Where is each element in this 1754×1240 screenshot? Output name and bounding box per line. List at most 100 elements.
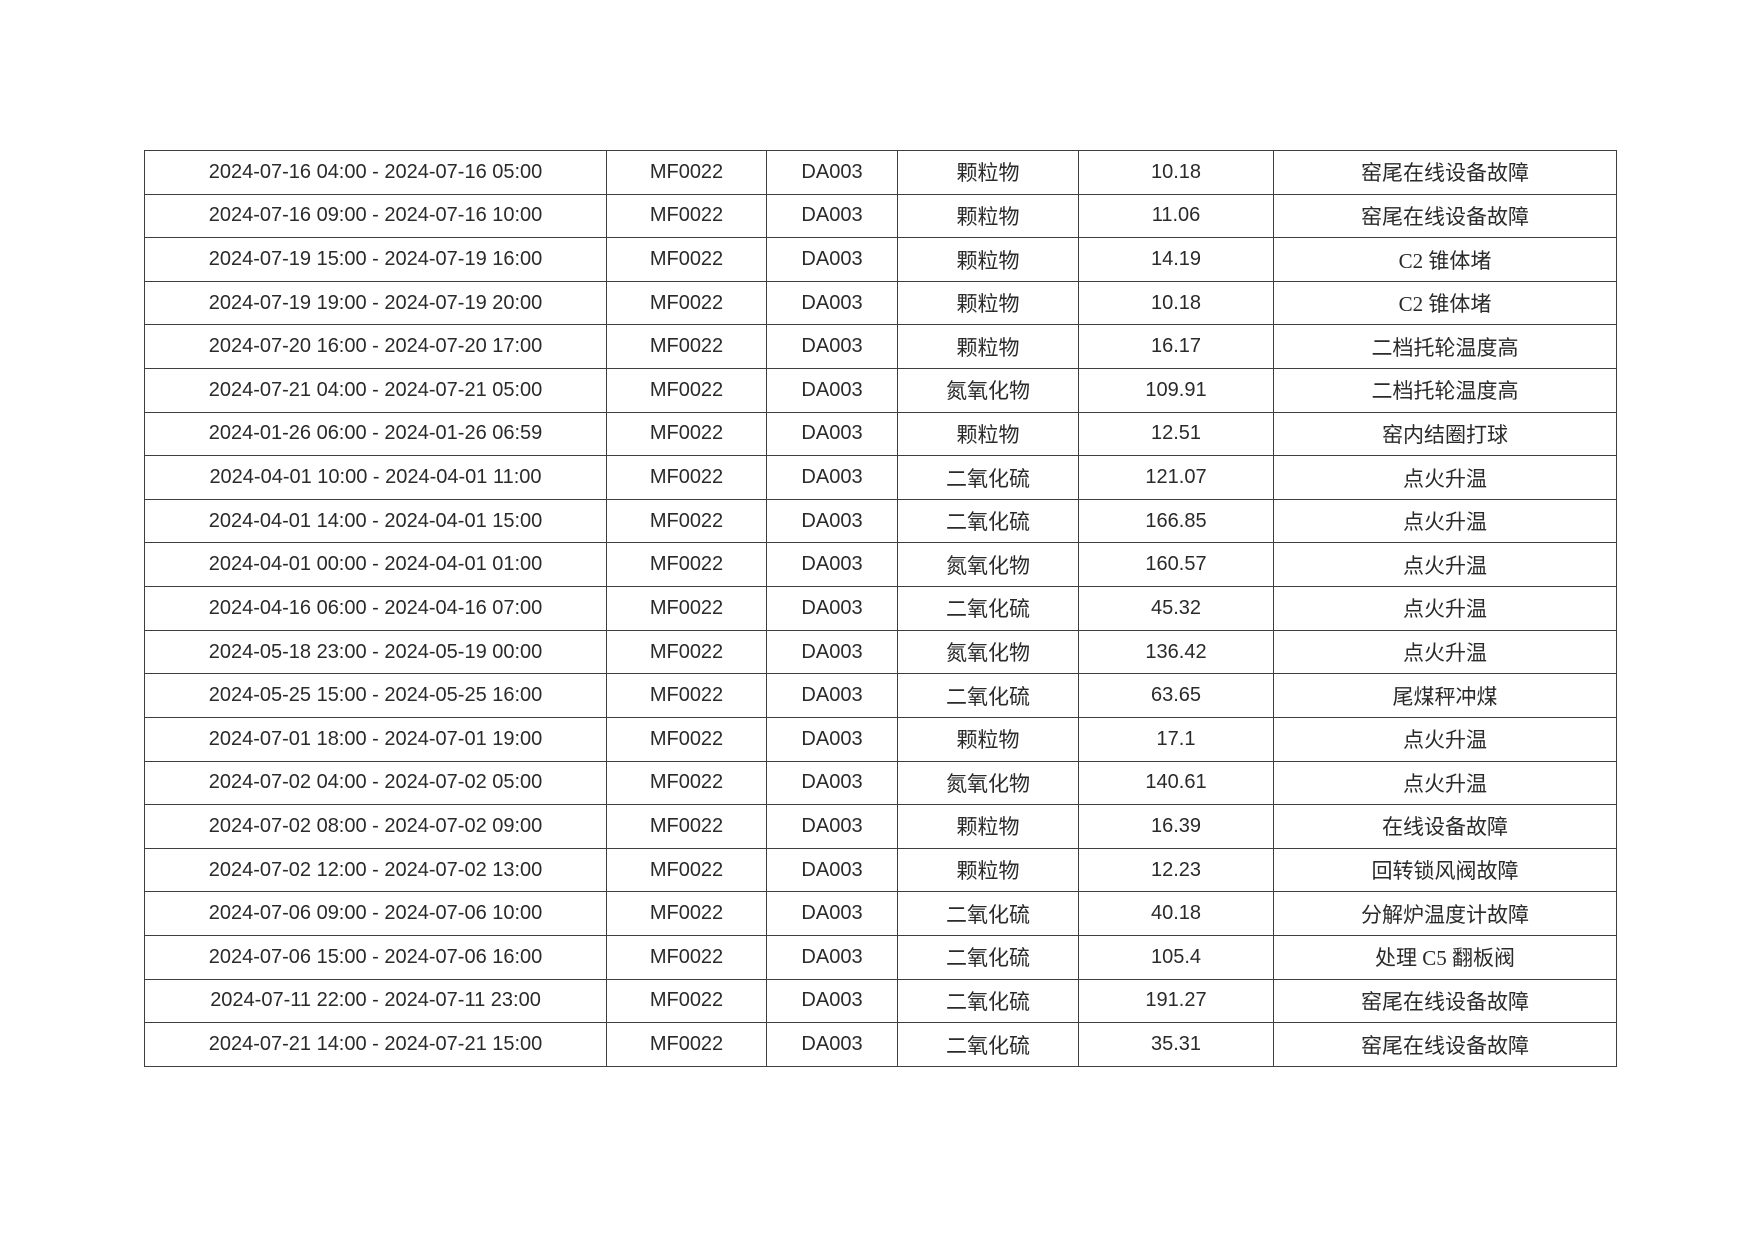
cell-reason: 窑尾在线设备故障 [1273,978,1617,1024]
cell-value: 16.39 [1078,804,1274,849]
cell-reason: 回转锁风阀故障 [1273,847,1617,893]
cell-reason: 尾煤秤冲煤 [1273,673,1617,718]
cell-time-range: 2024-07-06 09:00 - 2024-07-06 10:00 [144,891,607,936]
cell-facility-code: MF0022 [606,193,767,239]
cell-pollutant: 二氧化硫 [897,891,1079,936]
cell-value: 140.61 [1078,760,1274,806]
cell-value: 63.65 [1078,673,1274,718]
cell-outlet-code: DA003 [766,934,898,980]
table-row: 2024-07-06 15:00 - 2024-07-06 16:00 MF00… [144,934,1617,980]
cell-reason: 窑尾在线设备故障 [1273,193,1617,239]
cell-value: 12.23 [1078,847,1274,893]
cell-facility-code: MF0022 [606,455,767,500]
cell-outlet-code: DA003 [766,498,898,544]
cell-reason: 点火升温 [1273,586,1617,631]
cell-time-range: 2024-07-02 08:00 - 2024-07-02 09:00 [144,804,607,849]
table-row: 2024-07-19 15:00 - 2024-07-19 16:00 MF00… [144,237,1617,282]
table-row: 2024-07-16 04:00 - 2024-07-16 05:00 MF00… [144,150,1617,195]
cell-reason: C2 锥体堵 [1273,237,1617,282]
cell-reason: 二档托轮温度高 [1273,324,1617,370]
cell-value: 12.51 [1078,411,1274,457]
table-row: 2024-01-26 06:00 - 2024-01-26 06:59 MF00… [144,411,1617,457]
exceedance-records-table: 2024-07-16 04:00 - 2024-07-16 05:00 MF00… [144,150,1617,1067]
table-row: 2024-07-11 22:00 - 2024-07-11 23:00 MF00… [144,978,1617,1024]
cell-pollutant: 颗粒物 [897,411,1079,457]
cell-time-range: 2024-07-02 12:00 - 2024-07-02 13:00 [144,847,607,893]
cell-reason: 窑内结圈打球 [1273,411,1617,457]
cell-facility-code: MF0022 [606,1022,767,1067]
cell-outlet-code: DA003 [766,716,898,762]
cell-value: 14.19 [1078,237,1274,282]
cell-value: 136.42 [1078,629,1274,675]
cell-value: 35.31 [1078,1022,1274,1067]
cell-pollutant: 二氧化硫 [897,934,1079,980]
cell-value: 109.91 [1078,368,1274,413]
cell-pollutant: 颗粒物 [897,804,1079,849]
cell-pollutant: 氮氧化物 [897,760,1079,806]
cell-time-range: 2024-07-06 15:00 - 2024-07-06 16:00 [144,934,607,980]
cell-reason: 在线设备故障 [1273,804,1617,849]
cell-time-range: 2024-04-01 00:00 - 2024-04-01 01:00 [144,542,607,588]
cell-time-range: 2024-07-21 14:00 - 2024-07-21 15:00 [144,1022,607,1067]
cell-value: 45.32 [1078,586,1274,631]
cell-reason: 处理 C5 翻板阀 [1273,934,1617,980]
cell-outlet-code: DA003 [766,760,898,806]
cell-outlet-code: DA003 [766,411,898,457]
cell-pollutant: 颗粒物 [897,280,1079,326]
cell-facility-code: MF0022 [606,280,767,326]
cell-facility-code: MF0022 [606,673,767,718]
cell-facility-code: MF0022 [606,934,767,980]
table-row: 2024-07-02 12:00 - 2024-07-02 13:00 MF00… [144,847,1617,893]
cell-time-range: 2024-07-16 04:00 - 2024-07-16 05:00 [144,150,607,195]
cell-value: 166.85 [1078,498,1274,544]
cell-time-range: 2024-07-20 16:00 - 2024-07-20 17:00 [144,324,607,370]
table-row: 2024-07-19 19:00 - 2024-07-19 20:00 MF00… [144,280,1617,326]
cell-value: 105.4 [1078,934,1274,980]
cell-reason: 点火升温 [1273,629,1617,675]
cell-facility-code: MF0022 [606,150,767,195]
table-row: 2024-04-01 00:00 - 2024-04-01 01:00 MF00… [144,542,1617,588]
cell-value: 121.07 [1078,455,1274,500]
cell-outlet-code: DA003 [766,673,898,718]
cell-reason: 点火升温 [1273,542,1617,588]
cell-reason: 二档托轮温度高 [1273,368,1617,413]
cell-pollutant: 二氧化硫 [897,498,1079,544]
cell-reason: C2 锥体堵 [1273,280,1617,326]
cell-outlet-code: DA003 [766,324,898,370]
table-body: 2024-07-16 04:00 - 2024-07-16 05:00 MF00… [144,150,1617,1067]
cell-outlet-code: DA003 [766,150,898,195]
table-row: 2024-07-21 14:00 - 2024-07-21 15:00 MF00… [144,1022,1617,1067]
cell-reason: 窑尾在线设备故障 [1273,150,1617,195]
cell-pollutant: 颗粒物 [897,716,1079,762]
cell-facility-code: MF0022 [606,237,767,282]
cell-facility-code: MF0022 [606,716,767,762]
cell-time-range: 2024-07-02 04:00 - 2024-07-02 05:00 [144,760,607,806]
cell-time-range: 2024-07-21 04:00 - 2024-07-21 05:00 [144,368,607,413]
cell-facility-code: MF0022 [606,629,767,675]
cell-value: 10.18 [1078,280,1274,326]
cell-pollutant: 二氧化硫 [897,978,1079,1024]
cell-outlet-code: DA003 [766,847,898,893]
cell-pollutant: 氮氧化物 [897,542,1079,588]
cell-pollutant: 颗粒物 [897,193,1079,239]
cell-pollutant: 二氧化硫 [897,1022,1079,1067]
table-row: 2024-07-20 16:00 - 2024-07-20 17:00 MF00… [144,324,1617,370]
table-row: 2024-04-01 14:00 - 2024-04-01 15:00 MF00… [144,498,1617,544]
cell-outlet-code: DA003 [766,1022,898,1067]
cell-outlet-code: DA003 [766,542,898,588]
table-row: 2024-04-01 10:00 - 2024-04-01 11:00 MF00… [144,455,1617,500]
cell-reason: 分解炉温度计故障 [1273,891,1617,936]
table-row: 2024-05-25 15:00 - 2024-05-25 16:00 MF00… [144,673,1617,718]
cell-outlet-code: DA003 [766,629,898,675]
cell-facility-code: MF0022 [606,368,767,413]
cell-facility-code: MF0022 [606,847,767,893]
cell-value: 160.57 [1078,542,1274,588]
cell-time-range: 2024-05-18 23:00 - 2024-05-19 00:00 [144,629,607,675]
cell-outlet-code: DA003 [766,586,898,631]
cell-pollutant: 二氧化硫 [897,586,1079,631]
cell-reason: 点火升温 [1273,455,1617,500]
cell-outlet-code: DA003 [766,804,898,849]
cell-reason: 点火升温 [1273,760,1617,806]
cell-pollutant: 氮氧化物 [897,368,1079,413]
cell-facility-code: MF0022 [606,804,767,849]
